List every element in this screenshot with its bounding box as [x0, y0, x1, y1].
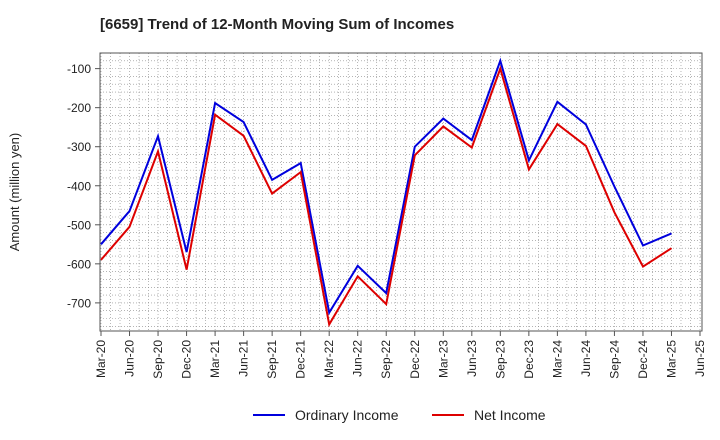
series-line-net-income [100, 65, 673, 328]
x-tick-label: Jun-22 [351, 340, 365, 377]
y-tick-label: -700 [67, 296, 91, 310]
series-line-ordinary-income [100, 57, 672, 316]
x-tick-label: Dec-22 [408, 340, 422, 379]
y-axis-label: Amount (million yen) [7, 133, 22, 252]
x-tick-label: Mar-20 [94, 340, 108, 378]
grid-layer [100, 52, 702, 331]
x-tick-label: Sep-23 [493, 340, 507, 379]
x-tick-label: Jun-20 [123, 340, 137, 377]
x-tick-label: Sep-21 [265, 340, 279, 379]
y-tick-label: -400 [67, 179, 91, 193]
x-tick-label: Sep-24 [607, 340, 621, 379]
x-tick-label: Jun-25 [693, 340, 707, 377]
x-tick-label: Jun-24 [579, 340, 593, 377]
x-tick-label: Dec-20 [180, 340, 194, 379]
y-tick-label: -300 [67, 140, 91, 154]
legend-label: Ordinary Income [295, 407, 399, 423]
x-tick-label: Sep-20 [151, 340, 165, 379]
x-tick-label: Mar-25 [664, 340, 678, 378]
x-tick-label: Dec-23 [522, 340, 536, 379]
series-layer [100, 57, 673, 328]
x-axis: Mar-20 Jun-20 Sep-20 Dec-20 Mar-21 Jun-21 Sep-… [94, 331, 707, 379]
y-tick-label: -200 [67, 101, 91, 115]
y-tick-label: -500 [67, 218, 91, 232]
y-axis: -100 -200 -300 -400 -500 -600 -700 [67, 62, 100, 310]
y-tick-label: -100 [67, 62, 91, 76]
y-tick-label: -600 [67, 257, 91, 271]
x-tick-label: Mar-24 [550, 340, 564, 378]
x-tick-label: Mar-22 [322, 340, 336, 378]
legend-label: Net Income [474, 407, 546, 423]
x-tick-label: Dec-24 [636, 340, 650, 379]
x-tick-label: Jun-23 [465, 340, 479, 377]
legend: Ordinary Income Net Income [253, 407, 546, 423]
chart-title: [6659] Trend of 12-Month Moving Sum of I… [100, 16, 455, 33]
x-tick-label: Mar-23 [436, 340, 450, 378]
x-tick-label: Mar-21 [208, 340, 222, 378]
plot-frame [99, 52, 703, 332]
x-tick-label: Sep-22 [379, 340, 393, 379]
x-tick-label: Dec-21 [294, 340, 308, 379]
x-tick-label: Jun-21 [237, 340, 251, 377]
